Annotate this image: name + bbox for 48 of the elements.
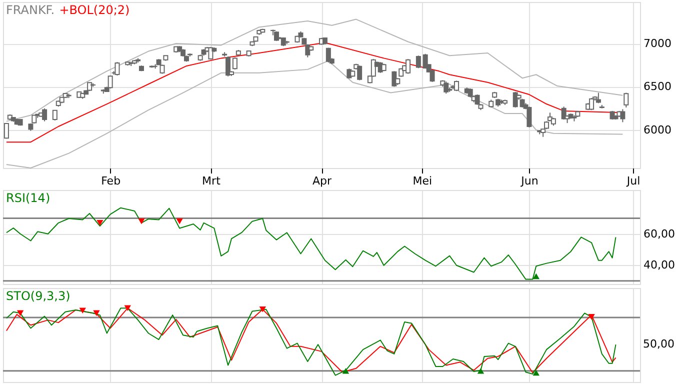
- y-tick-label: 6500: [644, 80, 672, 94]
- point: [124, 305, 131, 312]
- point: [259, 306, 266, 312]
- point: [16, 310, 24, 316]
- line-series: [6, 60, 624, 168]
- candlestick: [422, 53, 428, 70]
- x-tick-label: Jun: [520, 174, 538, 188]
- point: [138, 218, 145, 224]
- text: 50,00: [643, 337, 674, 350]
- candlestick: [526, 106, 532, 128]
- candlestick: [512, 91, 518, 108]
- y-tick-label: 60,00: [644, 227, 675, 240]
- point: [176, 218, 183, 224]
- candlestick: [454, 80, 460, 92]
- candlestick: [52, 110, 58, 121]
- y-tick-label: 40,00: [644, 258, 675, 272]
- y-tick-label: 7000: [644, 37, 672, 50]
- candlestick: [416, 55, 421, 69]
- candlestick: [42, 108, 48, 122]
- chart-title: FRANKF.: [6, 3, 55, 17]
- candlestick: [357, 65, 362, 81]
- line-series: [6, 207, 616, 280]
- series-label: RSI(14): [6, 191, 50, 205]
- text: +BOL(20;2): [59, 3, 130, 17]
- point: [477, 368, 484, 374]
- candlestick: [624, 92, 629, 108]
- candlestick: [4, 122, 9, 140]
- point: [588, 314, 595, 320]
- candlestick: [232, 56, 238, 70]
- x-tick-label: Jul: [626, 174, 640, 188]
- point: [96, 220, 104, 226]
- candlestick: [108, 74, 113, 89]
- candlestick: [444, 81, 449, 94]
- point: [93, 310, 100, 316]
- point: [79, 308, 86, 314]
- x-tick-label: Mrt: [202, 174, 222, 188]
- point: [342, 368, 350, 374]
- point: [532, 273, 540, 280]
- x-tick-label: Apr: [312, 174, 332, 188]
- candlestick: [589, 97, 594, 111]
- x-tick-label: Mei: [412, 174, 432, 188]
- y-tick-label: 6000: [644, 123, 672, 136]
- candlestick: [114, 62, 120, 76]
- point: [532, 370, 540, 376]
- x-tick-label: Feb: [101, 174, 121, 188]
- series-label: STO(9,3,3): [6, 289, 70, 303]
- candlestick: [406, 58, 411, 74]
- candlestick: [326, 47, 331, 64]
